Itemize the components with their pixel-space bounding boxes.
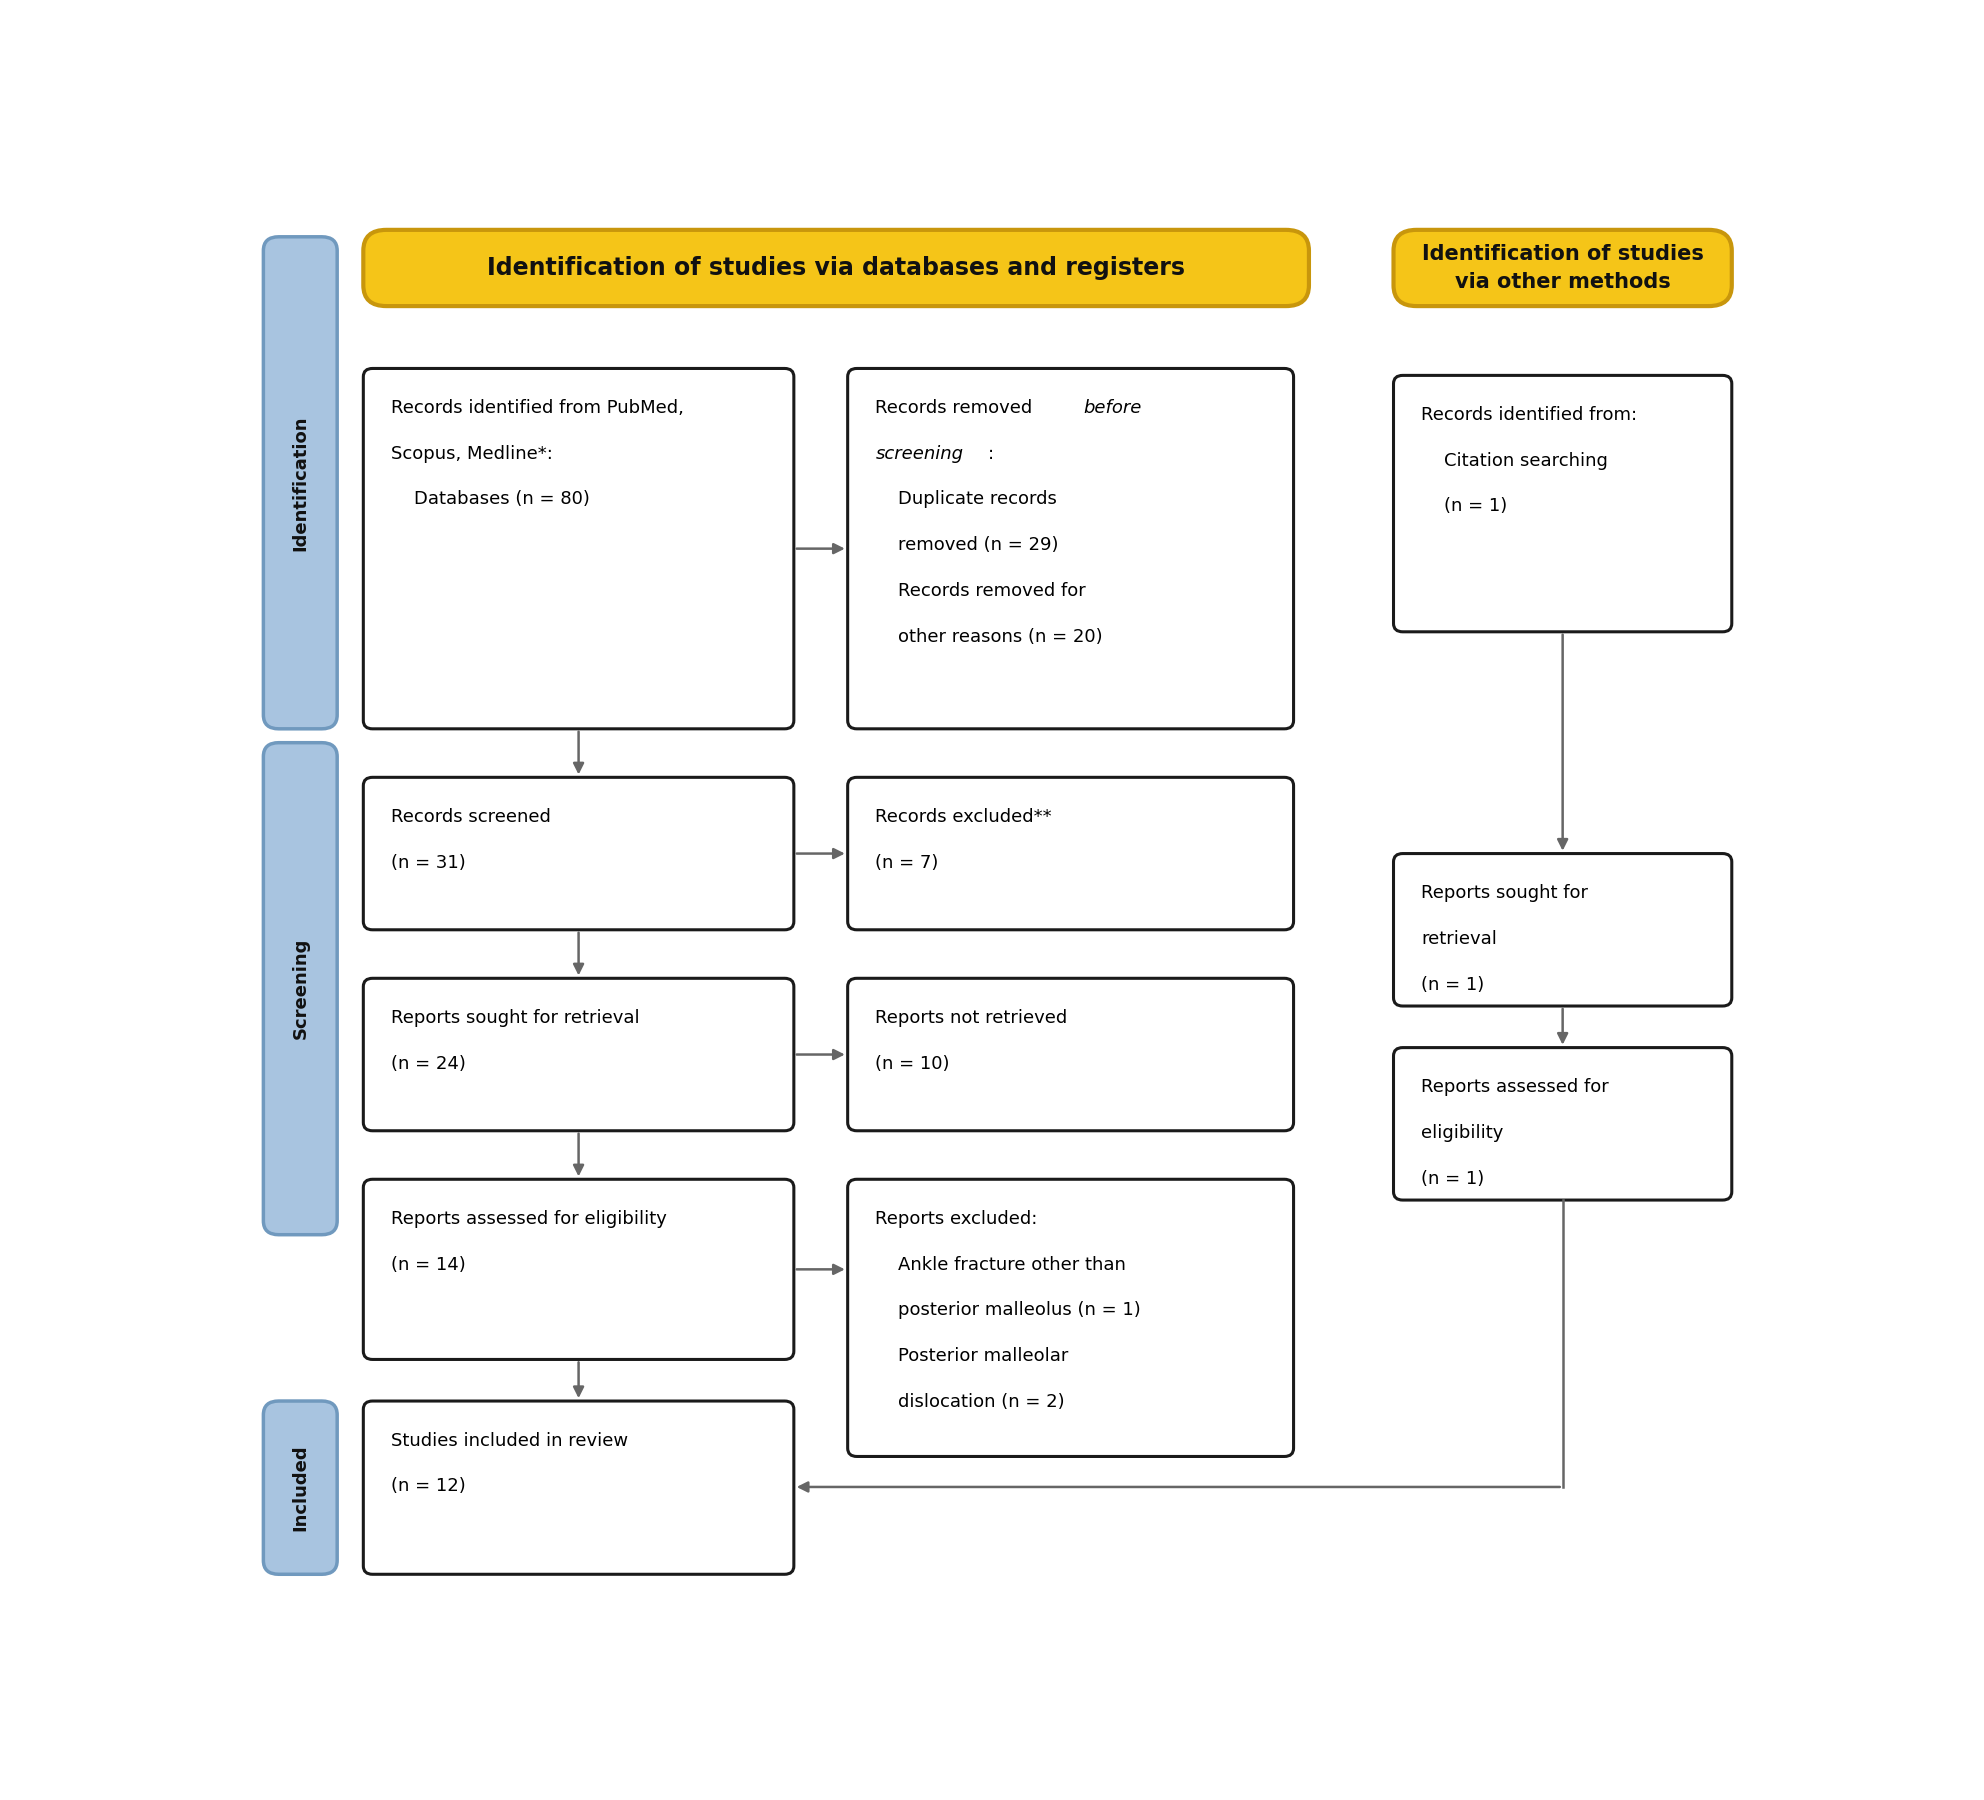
Text: (n = 12): (n = 12): [391, 1478, 466, 1496]
FancyBboxPatch shape: [264, 1400, 337, 1575]
Text: (n = 7): (n = 7): [875, 853, 938, 871]
FancyBboxPatch shape: [1393, 853, 1732, 1006]
Text: (n = 1): (n = 1): [1421, 497, 1508, 515]
Text: screening: screening: [875, 445, 964, 463]
Text: Records identified from:: Records identified from:: [1421, 405, 1637, 423]
Text: Posterior malleolar: Posterior malleolar: [875, 1346, 1069, 1364]
FancyBboxPatch shape: [363, 369, 794, 729]
Text: Records screened: Records screened: [391, 808, 552, 826]
Text: Records removed: Records removed: [875, 400, 1038, 418]
Text: Reports sought for: Reports sought for: [1421, 884, 1587, 902]
Text: removed (n = 29): removed (n = 29): [875, 536, 1059, 554]
Text: (n = 31): (n = 31): [391, 853, 466, 871]
FancyBboxPatch shape: [847, 1179, 1294, 1456]
Text: Included: Included: [292, 1444, 310, 1532]
Text: (n = 10): (n = 10): [875, 1055, 950, 1073]
Text: Duplicate records: Duplicate records: [875, 490, 1057, 508]
Text: :: :: [988, 445, 994, 463]
Text: Reports excluded:: Reports excluded:: [875, 1210, 1038, 1228]
Text: (n = 1): (n = 1): [1421, 976, 1484, 994]
FancyBboxPatch shape: [363, 1179, 794, 1359]
Text: Scopus, Medline*:: Scopus, Medline*:: [391, 445, 554, 463]
Text: retrieval: retrieval: [1421, 931, 1498, 949]
Text: Databases (n = 80): Databases (n = 80): [391, 490, 589, 508]
Text: (n = 14): (n = 14): [391, 1256, 466, 1274]
Text: eligibility: eligibility: [1421, 1123, 1504, 1141]
Text: Records identified from PubMed,: Records identified from PubMed,: [391, 400, 684, 418]
Text: Reports sought for retrieval: Reports sought for retrieval: [391, 1008, 639, 1026]
Text: Identification of studies
via other methods: Identification of studies via other meth…: [1423, 245, 1704, 292]
Text: Reports not retrieved: Reports not retrieved: [875, 1008, 1067, 1026]
FancyBboxPatch shape: [363, 1400, 794, 1575]
FancyBboxPatch shape: [1393, 230, 1732, 306]
Text: Ankle fracture other than: Ankle fracture other than: [875, 1256, 1127, 1274]
Text: Screening: Screening: [292, 938, 310, 1039]
FancyBboxPatch shape: [363, 230, 1309, 306]
Text: Identification of studies via databases and registers: Identification of studies via databases …: [488, 256, 1184, 281]
FancyBboxPatch shape: [847, 778, 1294, 931]
Text: dislocation (n = 2): dislocation (n = 2): [875, 1393, 1065, 1411]
FancyBboxPatch shape: [264, 238, 337, 729]
Text: before: before: [1083, 400, 1141, 418]
Text: posterior malleolus (n = 1): posterior malleolus (n = 1): [875, 1301, 1141, 1319]
Text: Citation searching: Citation searching: [1421, 452, 1609, 470]
Text: Identification: Identification: [292, 416, 310, 551]
Text: other reasons (n = 20): other reasons (n = 20): [875, 628, 1103, 646]
Text: Reports assessed for: Reports assessed for: [1421, 1078, 1609, 1096]
Text: Records removed for: Records removed for: [875, 581, 1085, 599]
FancyBboxPatch shape: [847, 979, 1294, 1130]
FancyBboxPatch shape: [1393, 1048, 1732, 1201]
Text: (n = 1): (n = 1): [1421, 1170, 1484, 1188]
FancyBboxPatch shape: [847, 369, 1294, 729]
FancyBboxPatch shape: [264, 743, 337, 1235]
Text: Studies included in review: Studies included in review: [391, 1431, 629, 1449]
FancyBboxPatch shape: [1393, 376, 1732, 632]
FancyBboxPatch shape: [363, 979, 794, 1130]
Text: (n = 24): (n = 24): [391, 1055, 466, 1073]
Text: Reports assessed for eligibility: Reports assessed for eligibility: [391, 1210, 667, 1228]
Text: Records excluded**: Records excluded**: [875, 808, 1052, 826]
FancyBboxPatch shape: [363, 778, 794, 931]
